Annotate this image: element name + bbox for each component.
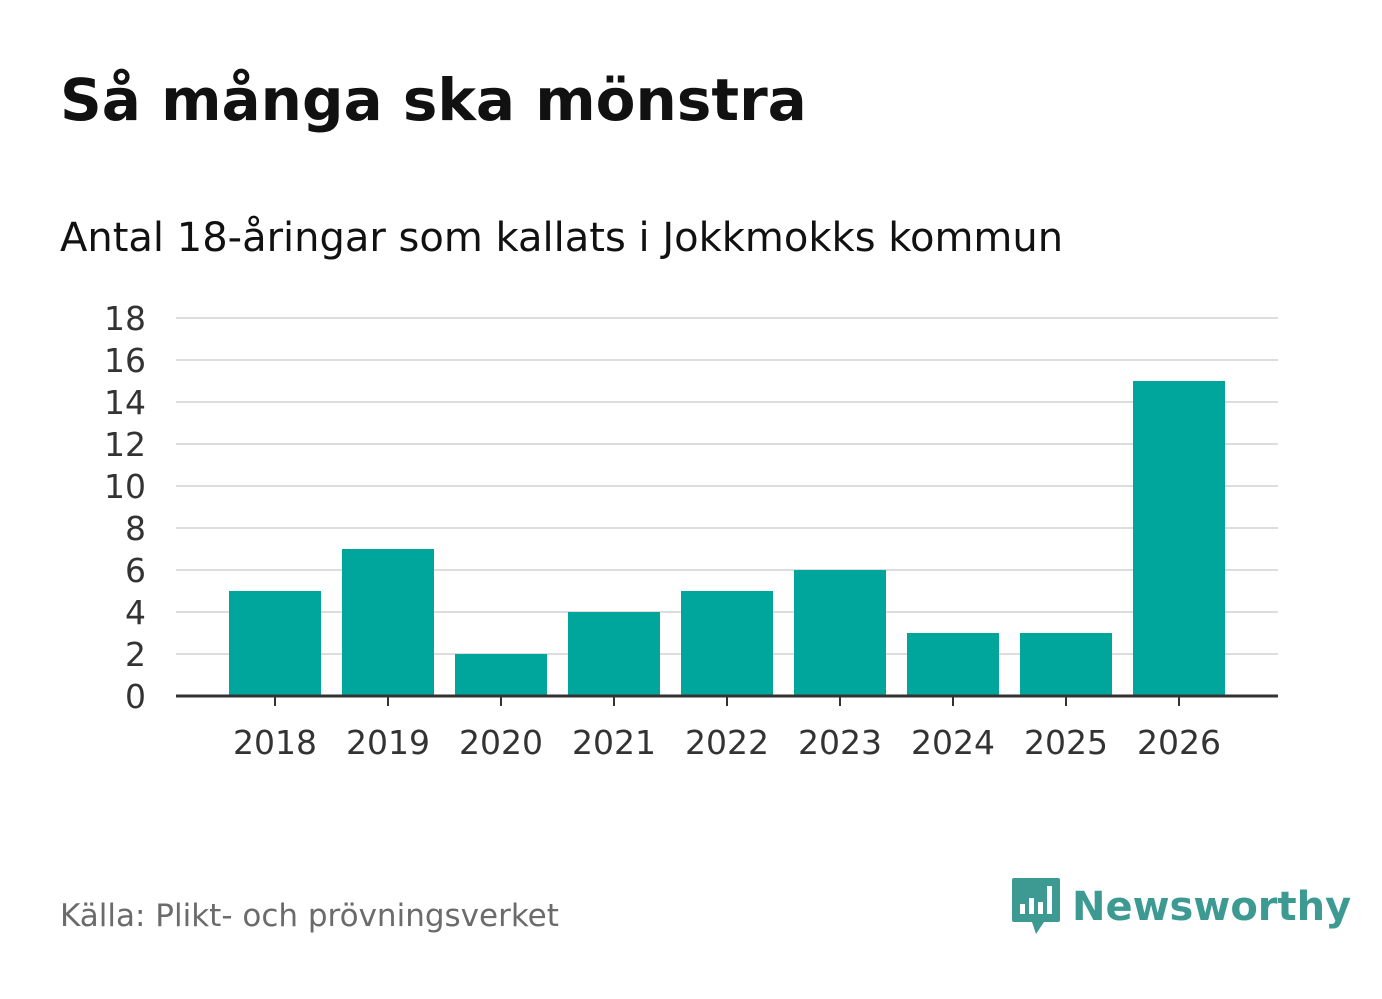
x-tick-label: 2026 — [1137, 723, 1221, 762]
x-axis-labels: 2018 2019 2020 2021 2022 2023 2024 2025 2026 — [233, 723, 1221, 762]
y-tick-label: 18 — [104, 299, 146, 338]
x-tick-label: 2024 — [911, 723, 995, 762]
bar-2024 — [907, 633, 999, 696]
x-axis — [176, 694, 1278, 706]
bar-2025 — [1020, 633, 1112, 696]
x-tick-label: 2025 — [1024, 723, 1108, 762]
y-tick-label: 4 — [125, 593, 146, 632]
y-tick-label: 10 — [104, 467, 146, 506]
bar-2026 — [1133, 381, 1225, 696]
x-tick-label: 2021 — [572, 723, 656, 762]
x-tick-label: 2023 — [798, 723, 882, 762]
y-tick-label: 14 — [104, 383, 146, 422]
x-tick-label: 2022 — [685, 723, 769, 762]
newsworthy-logo: Newsworthy — [1010, 876, 1351, 938]
bars — [229, 381, 1225, 696]
y-tick-label: 0 — [125, 677, 146, 716]
bar-2022 — [681, 591, 773, 696]
x-tick-label: 2020 — [459, 723, 543, 762]
source-note: Källa: Plikt- och prövningsverket — [60, 898, 559, 934]
bar-2023 — [794, 570, 886, 696]
y-tick-label: 8 — [125, 509, 146, 548]
brand-name: Newsworthy — [1072, 884, 1352, 930]
x-tick-label: 2019 — [346, 723, 430, 762]
bar-2018 — [229, 591, 321, 696]
bar-2020 — [455, 654, 547, 696]
bar-2019 — [342, 549, 434, 696]
y-tick-label: 12 — [104, 425, 146, 464]
chart-title: Så många ska mönstra — [60, 66, 807, 134]
speech-bubble-bar-chart-icon — [1012, 878, 1060, 934]
y-tick-label: 2 — [125, 635, 146, 674]
chart-subtitle: Antal 18-åringar som kallats i Jokkmokks… — [60, 215, 1064, 261]
y-tick-label: 6 — [125, 551, 146, 590]
y-tick-label: 16 — [104, 341, 146, 380]
x-tick-label: 2018 — [233, 723, 317, 762]
bar-2021 — [568, 612, 660, 696]
gridlines — [176, 317, 1278, 655]
